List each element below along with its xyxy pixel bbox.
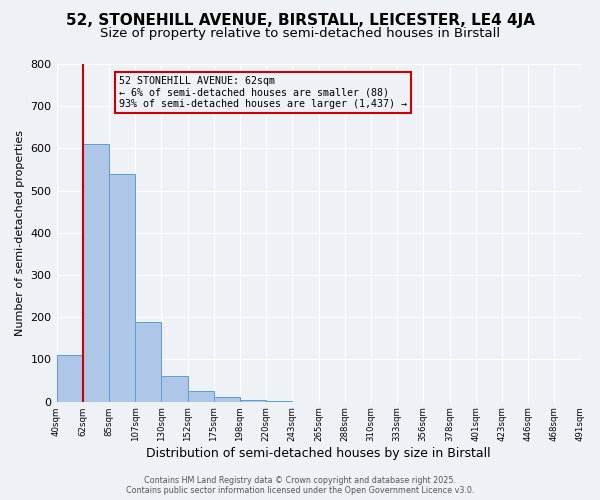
Bar xyxy=(266,401,292,402)
X-axis label: Distribution of semi-detached houses by size in Birstall: Distribution of semi-detached houses by … xyxy=(146,447,491,460)
Bar xyxy=(135,322,161,402)
Bar xyxy=(240,400,266,402)
Text: Contains HM Land Registry data © Crown copyright and database right 2025.
Contai: Contains HM Land Registry data © Crown c… xyxy=(126,476,474,495)
Bar xyxy=(214,398,240,402)
Text: Size of property relative to semi-detached houses in Birstall: Size of property relative to semi-detach… xyxy=(100,28,500,40)
Bar xyxy=(161,376,188,402)
Bar xyxy=(56,356,83,402)
Text: 52 STONEHILL AVENUE: 62sqm
← 6% of semi-detached houses are smaller (88)
93% of : 52 STONEHILL AVENUE: 62sqm ← 6% of semi-… xyxy=(119,76,407,109)
Bar xyxy=(109,174,135,402)
Bar xyxy=(188,391,214,402)
Text: 52, STONEHILL AVENUE, BIRSTALL, LEICESTER, LE4 4JA: 52, STONEHILL AVENUE, BIRSTALL, LEICESTE… xyxy=(65,12,535,28)
Bar xyxy=(83,144,109,402)
Y-axis label: Number of semi-detached properties: Number of semi-detached properties xyxy=(15,130,25,336)
